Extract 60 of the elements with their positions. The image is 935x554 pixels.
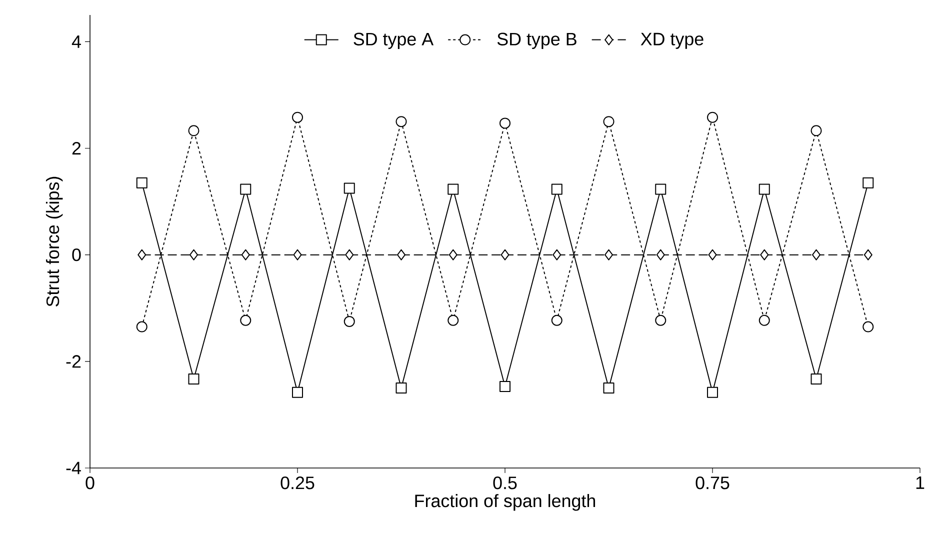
y-tick-label: -2 [66, 355, 81, 368]
legend-label: XD type [640, 32, 704, 49]
x-tick-label: 0.75 [696, 476, 730, 490]
x-tick-label: 0.5 [493, 476, 517, 490]
point [500, 118, 511, 129]
point [344, 182, 355, 194]
x-tick-label: 0 [86, 476, 94, 490]
y-tick-label: 4 [72, 35, 81, 48]
point [551, 184, 562, 195]
point [603, 382, 614, 394]
point [551, 314, 562, 326]
y-tick-label: 0 [72, 248, 81, 262]
point [190, 249, 198, 260]
point [862, 321, 874, 332]
point [292, 386, 303, 398]
point [448, 314, 459, 326]
point [396, 116, 407, 128]
legend-label: SD type A [354, 32, 434, 50]
point [188, 374, 200, 384]
point [136, 321, 148, 332]
point [240, 184, 252, 195]
point [655, 184, 666, 195]
point [862, 177, 874, 188]
point [240, 314, 252, 326]
point [864, 249, 872, 260]
point [810, 125, 822, 136]
point [396, 382, 407, 394]
point [812, 249, 821, 260]
point [708, 249, 717, 260]
point [138, 249, 146, 260]
point [707, 112, 718, 123]
point [758, 314, 770, 326]
y-axis-title: Strut force (kips) [46, 176, 63, 306]
point [760, 249, 769, 260]
point [552, 249, 562, 260]
point [500, 249, 510, 260]
y-tick-label: 2 [72, 142, 81, 154]
point [293, 249, 302, 260]
point [188, 125, 200, 136]
point [241, 249, 250, 260]
point [344, 316, 355, 327]
point [604, 249, 614, 260]
point [758, 184, 770, 195]
point [810, 374, 822, 384]
point [707, 386, 718, 398]
y-tick-label: -4 [66, 462, 81, 474]
point [292, 112, 303, 123]
point [603, 116, 614, 128]
point [655, 314, 666, 326]
x-axis-title: Fraction of span length [415, 494, 596, 511]
point [136, 177, 148, 188]
point [448, 249, 458, 260]
point [656, 249, 665, 260]
legend-label: SD type B [497, 32, 576, 50]
x-tick-label: 0.25 [280, 476, 314, 490]
point [397, 249, 406, 260]
x-tick-label: 1 [916, 476, 924, 489]
point [448, 184, 459, 195]
point [500, 380, 511, 392]
point [345, 249, 354, 260]
